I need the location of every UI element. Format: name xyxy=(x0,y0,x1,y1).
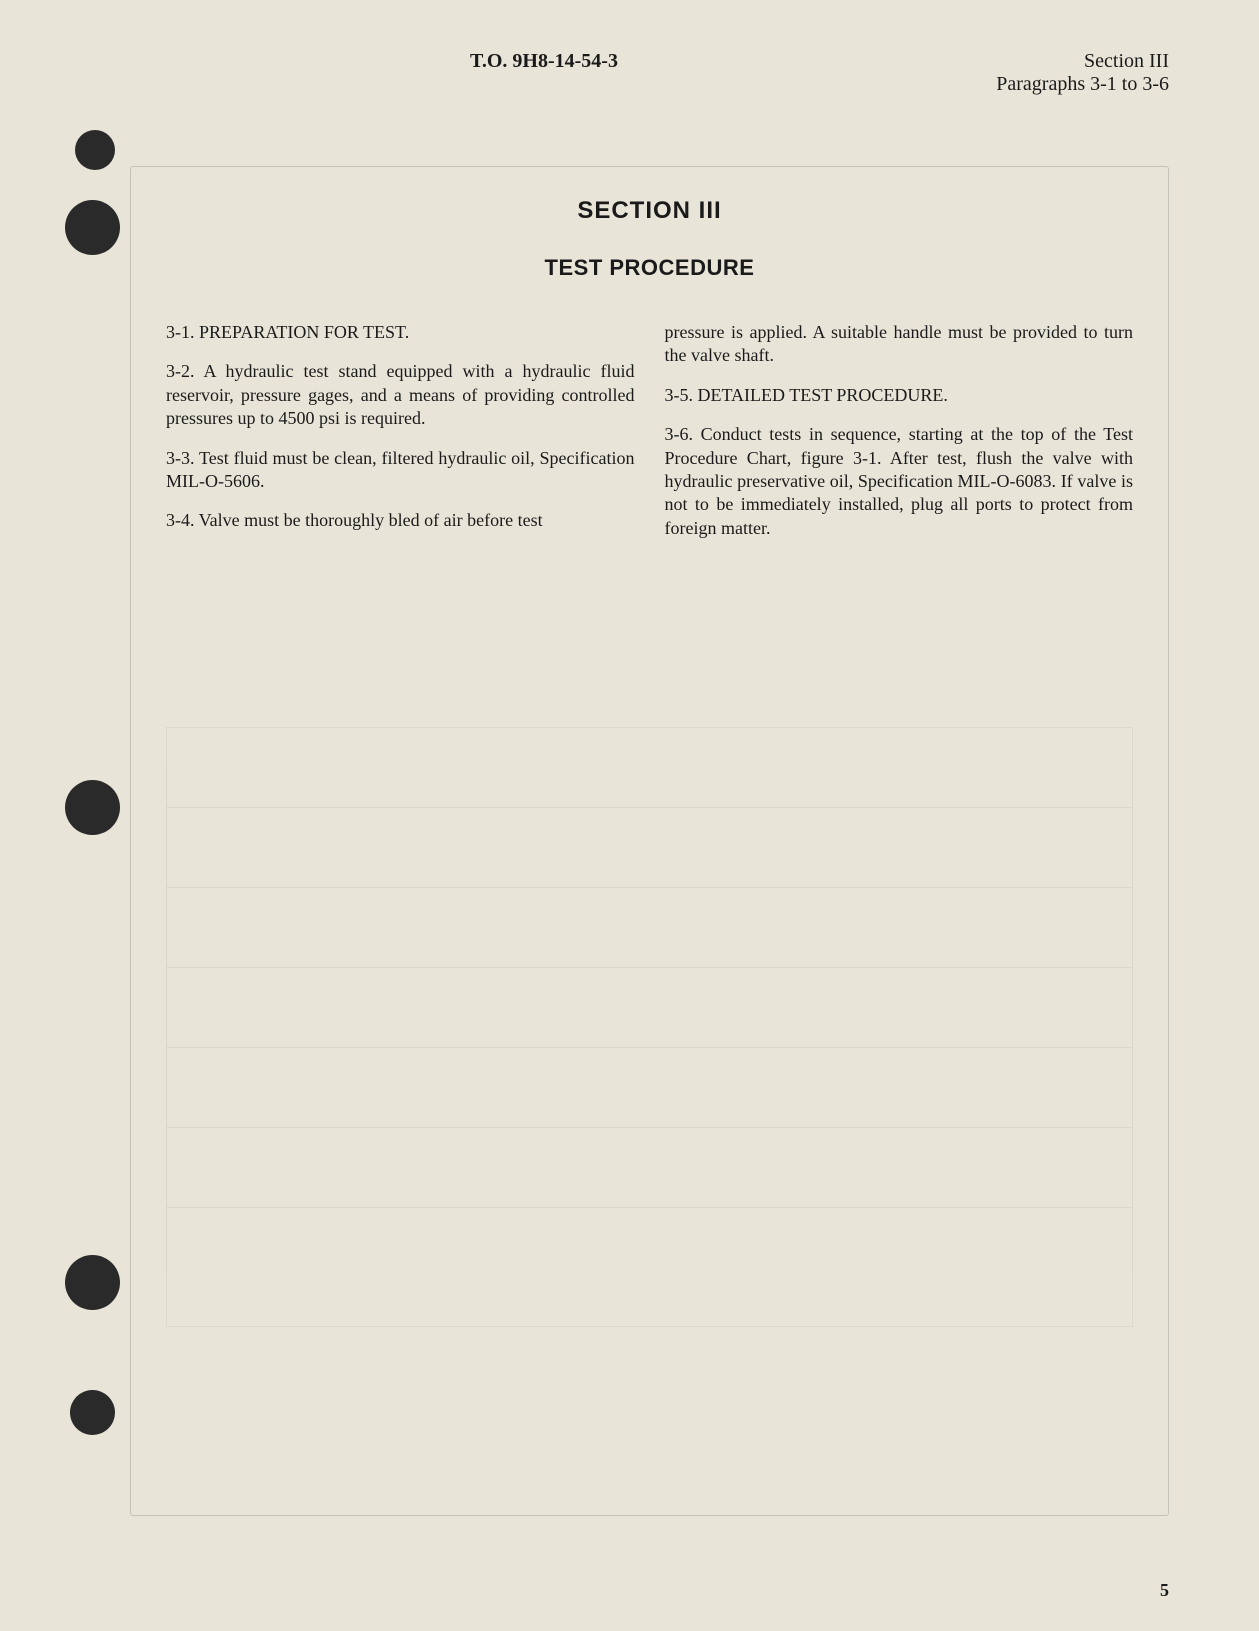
section-number: SECTION III xyxy=(166,197,1133,225)
paragraph-range: Paragraphs 3-1 to 3-6 xyxy=(996,73,1169,96)
para-number: 3-5. xyxy=(665,385,694,405)
paragraph-3-4-start: 3-4. Valve must be thoroughly bled of ai… xyxy=(166,509,635,532)
para-number: 3-1. xyxy=(166,322,195,342)
paragraph-3-4-end: pressure is applied. A suitable handle m… xyxy=(665,321,1134,368)
punch-hole xyxy=(70,1390,115,1435)
bleed-through-content xyxy=(166,727,1133,1327)
section-title: TEST PROCEDURE xyxy=(166,255,1133,281)
page-number: 5 xyxy=(1160,1580,1169,1601)
paragraph-3-2: 3-2. A hydraulic test stand equipped wit… xyxy=(166,360,635,430)
paragraph-3-3: 3-3. Test fluid must be clean, filtered … xyxy=(166,447,635,494)
document-page: T.O. 9H8-14-54-3 Section III Paragraphs … xyxy=(0,0,1259,1631)
header-right: Section III Paragraphs 3-1 to 3-6 xyxy=(996,50,1169,96)
paragraph-3-6: 3-6. Conduct tests in sequence, starting… xyxy=(665,423,1134,540)
punch-hole xyxy=(65,1255,120,1310)
page-header: T.O. 9H8-14-54-3 Section III Paragraphs … xyxy=(130,50,1169,96)
left-column: 3-1. PREPARATION FOR TEST. 3-2. A hydrau… xyxy=(166,321,635,556)
section-label: Section III xyxy=(996,50,1169,73)
document-number: T.O. 9H8-14-54-3 xyxy=(470,50,618,96)
paragraph-3-1: 3-1. PREPARATION FOR TEST. xyxy=(166,321,635,344)
punch-hole xyxy=(75,130,115,170)
para-heading: DETAILED TEST PROCEDURE. xyxy=(698,385,948,405)
para-heading: PREPARATION FOR TEST. xyxy=(199,322,409,342)
punch-hole xyxy=(65,200,120,255)
content-frame: SECTION III TEST PROCEDURE 3-1. PREPARAT… xyxy=(130,166,1169,1516)
text-columns: 3-1. PREPARATION FOR TEST. 3-2. A hydrau… xyxy=(166,321,1133,556)
right-column: pressure is applied. A suitable handle m… xyxy=(665,321,1134,556)
paragraph-3-5: 3-5. DETAILED TEST PROCEDURE. xyxy=(665,384,1134,407)
punch-hole xyxy=(65,780,120,835)
